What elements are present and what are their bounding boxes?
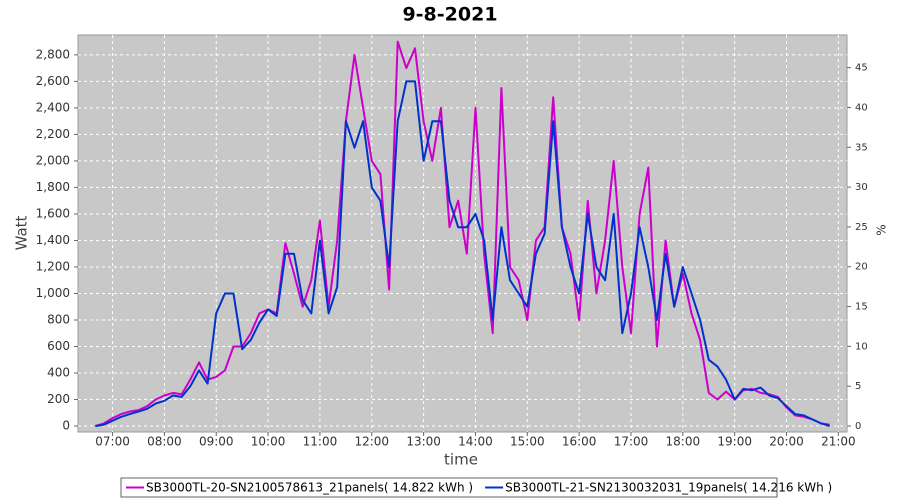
legend-label: SB3000TL-20-SN2100578613_21panels( 14.82…: [146, 481, 473, 495]
y2-tick-label: 5: [855, 381, 861, 392]
x-tick-label: 19:00: [717, 435, 752, 449]
y-tick-label: 2,800: [36, 47, 70, 61]
y2-tick-label: 10: [855, 341, 868, 352]
y-axis-label: Watt: [13, 215, 31, 250]
y-tick-label: 1,200: [36, 259, 70, 273]
y2-tick-label: 30: [855, 182, 868, 193]
chart-title: 9-8-2021: [402, 4, 497, 26]
x-tick-label: 20:00: [769, 435, 804, 449]
y2-tick-label: 20: [855, 262, 868, 273]
x-tick-label: 12:00: [354, 435, 389, 449]
y2-tick-label: 35: [855, 142, 868, 153]
x-tick-label: 10:00: [251, 435, 286, 449]
y2-tick-label: 40: [855, 102, 868, 113]
y-tick-label: 1,400: [36, 233, 70, 247]
x-axis-label: time: [444, 451, 478, 469]
y2-tick-label: 0: [855, 421, 861, 432]
y-tick-label: 2,400: [36, 100, 70, 114]
legend: [120, 477, 778, 498]
x-tick-label: 17:00: [614, 435, 649, 449]
y2-tick-label: 45: [855, 63, 868, 74]
x-tick-label: 09:00: [199, 435, 234, 449]
y-tick-label: 1,800: [36, 180, 70, 194]
y-tick-label: 800: [47, 312, 70, 326]
y-tick-label: 200: [47, 392, 70, 406]
x-tick-label: 21:00: [821, 435, 856, 449]
x-tick-label: 11:00: [303, 435, 338, 449]
y-tick-label: 1,000: [36, 286, 70, 300]
y2-tick-label: 15: [855, 302, 868, 313]
y-tick-label: 2,600: [36, 74, 70, 88]
y-tick-label: 0: [62, 419, 70, 433]
y-tick-label: 600: [47, 339, 70, 353]
y-tick-label: 400: [47, 366, 70, 380]
x-tick-label: 13:00: [406, 435, 441, 449]
x-tick-label: 08:00: [147, 435, 182, 449]
y-tick-label: 2,000: [36, 153, 70, 167]
x-tick-label: 18:00: [666, 435, 701, 449]
x-tick-label: 14:00: [458, 435, 493, 449]
x-tick-label: 16:00: [562, 435, 597, 449]
y2-axis-label: %: [875, 224, 889, 235]
y-tick-label: 1,600: [36, 206, 70, 220]
x-tick-label: 15:00: [510, 435, 545, 449]
legend-label: SB3000TL-21-SN2130032031_19panels( 14.21…: [505, 481, 832, 495]
y2-tick-label: 25: [855, 222, 868, 233]
plot-area: [77, 34, 848, 433]
y-tick-label: 2,200: [36, 127, 70, 141]
x-tick-label: 07:00: [95, 435, 130, 449]
series-line: [95, 80, 830, 427]
